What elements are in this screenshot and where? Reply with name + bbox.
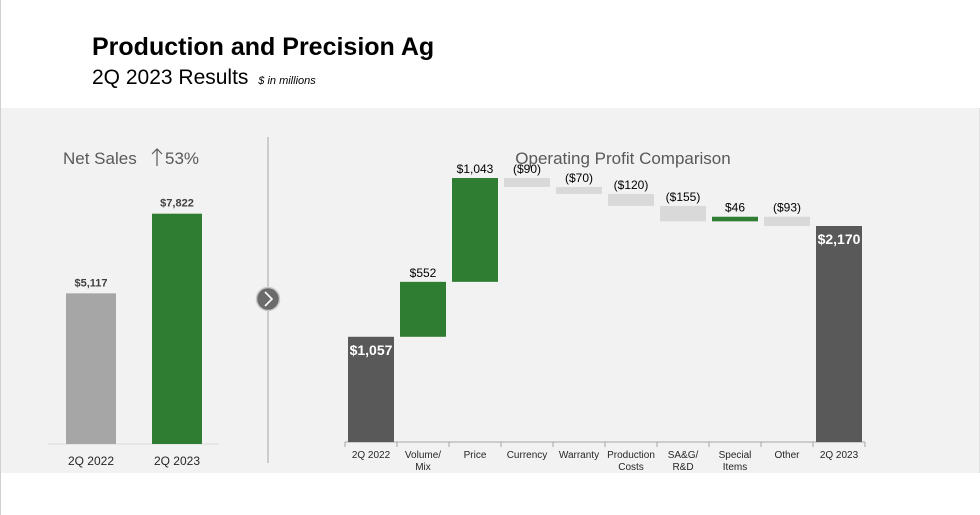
waterfall-category-label: Production Costs [607,450,655,473]
waterfall-value-label: ($93) [773,201,801,215]
waterfall-bar [608,193,654,206]
net-sales-bar [152,213,202,444]
up-arrow-icon [151,148,163,166]
chevron-right-icon [255,286,281,312]
waterfall-bar [816,226,862,442]
waterfall-category-label: SA&G/R&D [668,450,699,473]
waterfall-value-label: ($90) [513,162,541,176]
units-note: $ in millions [258,75,316,87]
waterfall-bar [556,186,602,194]
net-sales-bar [66,293,116,444]
slide-header: Production and Precision Ag 2Q 2023 Resu… [92,30,434,95]
waterfall-category-label: 2Q 2022 [352,450,391,461]
waterfall-bar [348,336,394,442]
waterfall-value-label: ($70) [565,171,593,185]
net-sales-category-label: 2Q 2022 [68,454,114,468]
waterfall-value-label: $552 [410,266,437,280]
waterfall-bar [712,216,758,222]
net-sales-category-label: 2Q 2023 [154,454,200,468]
net-sales-chart: $5,117 2Q 2022 $7,822 2Q 2023 [48,198,219,468]
waterfall-bar [400,281,446,337]
waterfall-bar [504,178,550,187]
waterfall-category-label: 2Q 2023 [820,450,859,461]
net-sales-change: 53% [165,149,199,168]
waterfall-value-label: $1,057 [350,342,393,358]
slide-subtitle: 2Q 2023 Results [92,66,249,89]
waterfall-category-label: Volume/Mix [405,450,441,473]
waterfall-category-label: Special Items [719,450,752,473]
waterfall-value-label: ($120) [614,178,649,192]
net-sales-title: Net Sales [63,149,137,168]
subtitle-row: 2Q 2023 Results $ in millions [92,64,434,95]
net-sales-value-label: $5,117 [74,277,107,289]
waterfall-bar [764,216,810,226]
net-sales-value-label: $7,822 [160,198,194,210]
slide-title: Production and Precision Ag [92,33,435,61]
waterfall-bar [660,205,706,222]
waterfall-category-label: Other [774,450,800,461]
svg-text:Net Sales: Net Sales [63,149,137,168]
waterfall-value-label: $2,170 [818,231,861,247]
waterfall-value-label: ($155) [666,190,701,204]
waterfall-category-label: Currency [507,450,548,461]
waterfall-value-label: $1,043 [457,162,494,176]
waterfall-category-label: Price [464,450,487,461]
operating-profit-title: Operating Profit Comparison [515,149,730,168]
operating-profit-chart: $1,057 2Q 2022 $552 Volume/Mix $1,043 Price ($… [344,162,866,473]
left-edge-line [0,0,1,515]
waterfall-bar [452,178,498,282]
waterfall-value-label: $46 [725,201,745,215]
waterfall-category-label: Warranty [559,450,599,461]
